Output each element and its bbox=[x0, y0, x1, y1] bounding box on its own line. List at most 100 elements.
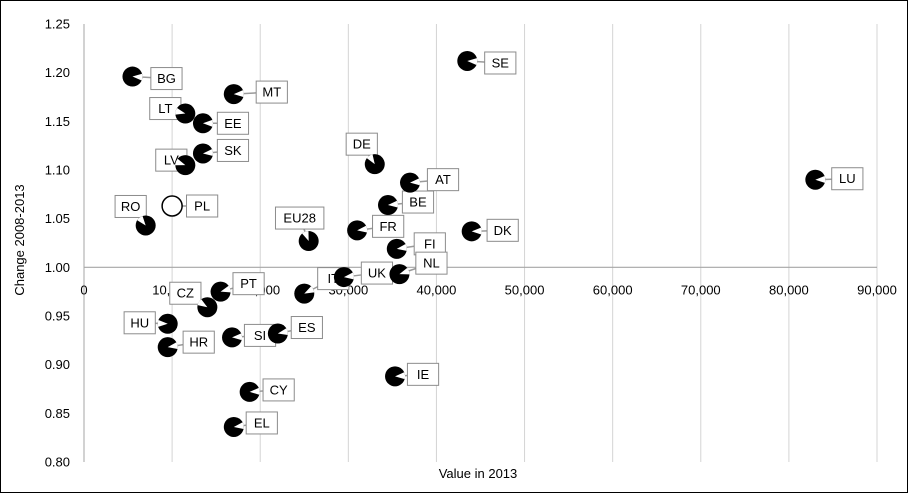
y-tick-label: 1.20 bbox=[45, 65, 70, 80]
marker-notch bbox=[399, 267, 410, 275]
label-box bbox=[169, 281, 202, 305]
label-box bbox=[123, 311, 156, 335]
y-tick-label: 0.95 bbox=[45, 309, 70, 324]
marker-notch bbox=[471, 227, 482, 235]
marker-notch bbox=[410, 178, 421, 186]
label-box bbox=[345, 132, 378, 156]
point-label-eu28: EU28 bbox=[283, 211, 316, 226]
marker-notch bbox=[137, 215, 146, 226]
marker-notch bbox=[343, 272, 354, 280]
x-tick-label: 50,000 bbox=[505, 282, 545, 297]
marker-notch bbox=[277, 328, 288, 335]
point-label-lu: LU bbox=[839, 171, 856, 186]
point-label-sk: SK bbox=[224, 143, 242, 158]
point-label-at: AT bbox=[435, 172, 451, 187]
data-points bbox=[122, 50, 826, 437]
label-box bbox=[831, 167, 864, 191]
point-label-hr: HR bbox=[189, 335, 208, 350]
marker-notch bbox=[202, 149, 213, 156]
marker-notch bbox=[366, 154, 375, 165]
marker-notch bbox=[357, 225, 368, 233]
label-box bbox=[114, 194, 147, 218]
marker-notch bbox=[395, 372, 406, 380]
point-label-el: EL bbox=[254, 415, 270, 430]
x-tick-label: 90,000 bbox=[857, 282, 897, 297]
marker-notch bbox=[175, 107, 186, 115]
label-box bbox=[255, 80, 288, 104]
data-labels: BG MT LT EE SK LV RO PL SE DE AT BE FR FI DK EU28 UK NL LU… bbox=[114, 51, 864, 435]
marker-notch bbox=[467, 58, 478, 65]
marker-notch bbox=[132, 73, 143, 81]
label-box bbox=[372, 214, 405, 238]
marker-notch bbox=[302, 231, 309, 242]
label-box bbox=[486, 218, 519, 242]
point-label-fr: FR bbox=[379, 219, 396, 234]
marker-notch bbox=[304, 286, 315, 294]
x-tick-label: 70,000 bbox=[681, 282, 721, 297]
label-box bbox=[401, 190, 435, 214]
label-box bbox=[150, 67, 183, 91]
label-box bbox=[232, 272, 265, 296]
point-label-lv: LV bbox=[164, 153, 179, 168]
marker-notch bbox=[387, 200, 398, 208]
label-box bbox=[484, 51, 517, 75]
point-label-ee: EE bbox=[224, 116, 242, 131]
point-label-lt: LT bbox=[158, 101, 172, 116]
point-label-mt: MT bbox=[262, 85, 281, 100]
point-label-cz: CZ bbox=[177, 286, 194, 301]
point-label-pl: PL bbox=[194, 199, 210, 214]
marker-notch bbox=[197, 299, 208, 308]
x-tick-label: 40,000 bbox=[417, 282, 457, 297]
gridlines bbox=[171, 24, 878, 462]
label-box bbox=[186, 194, 219, 218]
label-box bbox=[262, 378, 295, 402]
point-label-nl: NL bbox=[423, 256, 440, 271]
label-box bbox=[406, 362, 440, 386]
label-box bbox=[216, 138, 250, 162]
point-label-cy: CY bbox=[270, 382, 288, 397]
point-label-be: BE bbox=[409, 195, 427, 210]
marker-notch bbox=[815, 176, 826, 183]
y-tick-label: 1.10 bbox=[45, 163, 70, 178]
point-label-si: SI bbox=[254, 328, 266, 343]
marker-notch bbox=[233, 422, 244, 430]
y-tick-label: 0.80 bbox=[45, 455, 70, 470]
point-label-fi: FI bbox=[424, 236, 436, 251]
marker-notch bbox=[249, 387, 260, 395]
point-label-ie: IE bbox=[417, 367, 430, 382]
marker-notch bbox=[157, 320, 168, 327]
label-box bbox=[290, 316, 323, 340]
label-box bbox=[216, 111, 250, 135]
y-tick-label: 1.05 bbox=[45, 211, 70, 226]
point-label-hu: HU bbox=[130, 315, 149, 330]
y-tick-label: 0.90 bbox=[45, 357, 70, 372]
x-axis-title: Value in 2013 bbox=[439, 466, 518, 481]
point-label-bg: BG bbox=[157, 71, 176, 86]
marker-notch bbox=[220, 285, 231, 293]
point-label-uk: UK bbox=[368, 266, 386, 281]
y-tick-label: 1.00 bbox=[45, 260, 70, 275]
x-tick-label: 80,000 bbox=[769, 282, 809, 297]
label-box bbox=[182, 330, 215, 354]
y-tick-label: 1.15 bbox=[45, 114, 70, 129]
marker-notch bbox=[232, 333, 243, 341]
point-label-dk: DK bbox=[494, 223, 512, 238]
data-point-se bbox=[457, 50, 478, 71]
point-label-it: IT bbox=[327, 271, 339, 286]
x-tick-label: 0 bbox=[80, 282, 87, 297]
data-point-pl bbox=[161, 195, 183, 217]
point-label-se: SE bbox=[492, 55, 510, 70]
point-label-ro: RO bbox=[121, 199, 141, 214]
x-tick-label: 60,000 bbox=[593, 282, 633, 297]
y-tick-label: 0.85 bbox=[45, 406, 70, 421]
axes bbox=[83, 24, 877, 462]
marker-notch bbox=[202, 119, 213, 127]
point-label-pt: PT bbox=[240, 276, 257, 291]
marker-notch bbox=[167, 342, 178, 350]
tick-labels: 0.80 0.85 0.90 0.95 1.00 1.05 1.10 1.15 1.20 1.25… bbox=[45, 17, 897, 470]
label-box bbox=[426, 168, 460, 192]
y-axis-title: Change 2008-2013 bbox=[12, 184, 27, 295]
label-box bbox=[415, 251, 448, 275]
